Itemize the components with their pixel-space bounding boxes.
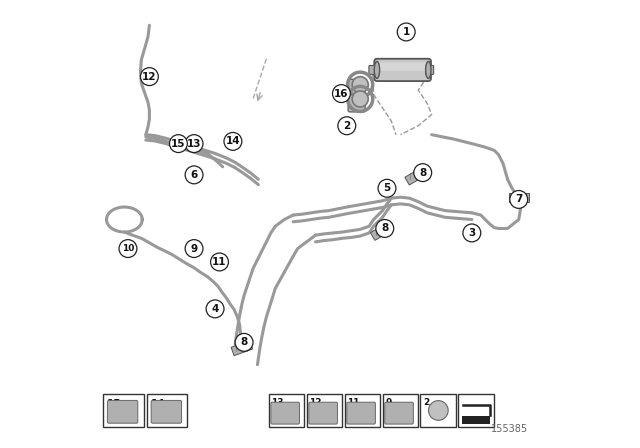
Circle shape (378, 179, 396, 197)
FancyBboxPatch shape (458, 394, 494, 427)
Circle shape (397, 23, 415, 41)
Circle shape (235, 333, 253, 351)
Text: 4: 4 (211, 304, 219, 314)
Circle shape (206, 300, 224, 318)
Circle shape (352, 77, 368, 93)
FancyBboxPatch shape (151, 401, 182, 423)
Circle shape (414, 164, 431, 181)
Text: 14: 14 (151, 399, 165, 409)
FancyBboxPatch shape (271, 402, 300, 424)
Circle shape (352, 91, 368, 107)
FancyBboxPatch shape (307, 394, 342, 427)
Text: 9
10: 9 10 (385, 398, 397, 418)
Circle shape (185, 240, 203, 258)
Ellipse shape (374, 61, 380, 78)
Circle shape (333, 85, 350, 103)
Text: 16: 16 (334, 89, 349, 99)
FancyBboxPatch shape (104, 394, 143, 427)
FancyBboxPatch shape (147, 394, 188, 427)
Text: 13: 13 (271, 398, 284, 407)
Circle shape (338, 117, 356, 135)
FancyBboxPatch shape (420, 394, 456, 427)
Circle shape (185, 166, 203, 184)
Text: 9: 9 (191, 244, 198, 254)
FancyBboxPatch shape (348, 79, 365, 112)
FancyBboxPatch shape (462, 417, 490, 424)
FancyBboxPatch shape (347, 402, 376, 424)
Text: 1: 1 (403, 27, 410, 37)
Text: 3: 3 (468, 228, 476, 238)
FancyBboxPatch shape (374, 59, 431, 81)
Circle shape (119, 240, 137, 258)
Text: 155385: 155385 (490, 424, 527, 434)
FancyBboxPatch shape (369, 65, 377, 74)
Text: 12: 12 (142, 72, 157, 82)
Text: 15: 15 (171, 138, 186, 149)
Text: 8: 8 (241, 337, 248, 347)
Text: 8: 8 (419, 168, 426, 178)
FancyBboxPatch shape (309, 402, 337, 424)
Text: 13: 13 (187, 138, 202, 149)
FancyBboxPatch shape (344, 394, 380, 427)
FancyBboxPatch shape (378, 62, 427, 71)
FancyBboxPatch shape (385, 402, 413, 424)
Circle shape (140, 68, 158, 86)
FancyBboxPatch shape (269, 394, 305, 427)
FancyBboxPatch shape (426, 65, 434, 74)
Text: 11: 11 (348, 398, 360, 407)
FancyBboxPatch shape (405, 168, 426, 185)
Circle shape (224, 133, 242, 151)
Text: 8: 8 (381, 224, 388, 233)
FancyBboxPatch shape (509, 193, 529, 202)
Circle shape (211, 253, 228, 271)
Text: 2: 2 (423, 398, 429, 407)
Text: 2: 2 (343, 121, 351, 131)
Text: 11: 11 (212, 257, 227, 267)
Text: 5: 5 (383, 183, 390, 193)
FancyBboxPatch shape (231, 340, 253, 356)
FancyBboxPatch shape (108, 401, 138, 423)
Circle shape (170, 135, 188, 152)
Text: 15: 15 (107, 399, 122, 409)
Text: 14: 14 (225, 136, 240, 146)
Ellipse shape (426, 61, 431, 78)
FancyBboxPatch shape (371, 223, 392, 241)
Circle shape (429, 401, 448, 420)
FancyBboxPatch shape (383, 394, 419, 427)
Circle shape (185, 135, 203, 152)
Circle shape (463, 224, 481, 242)
Text: 12: 12 (309, 398, 322, 407)
Text: 10: 10 (122, 244, 134, 253)
Circle shape (510, 190, 527, 208)
Text: 7: 7 (515, 194, 522, 204)
Circle shape (376, 220, 394, 237)
Text: 6: 6 (191, 170, 198, 180)
